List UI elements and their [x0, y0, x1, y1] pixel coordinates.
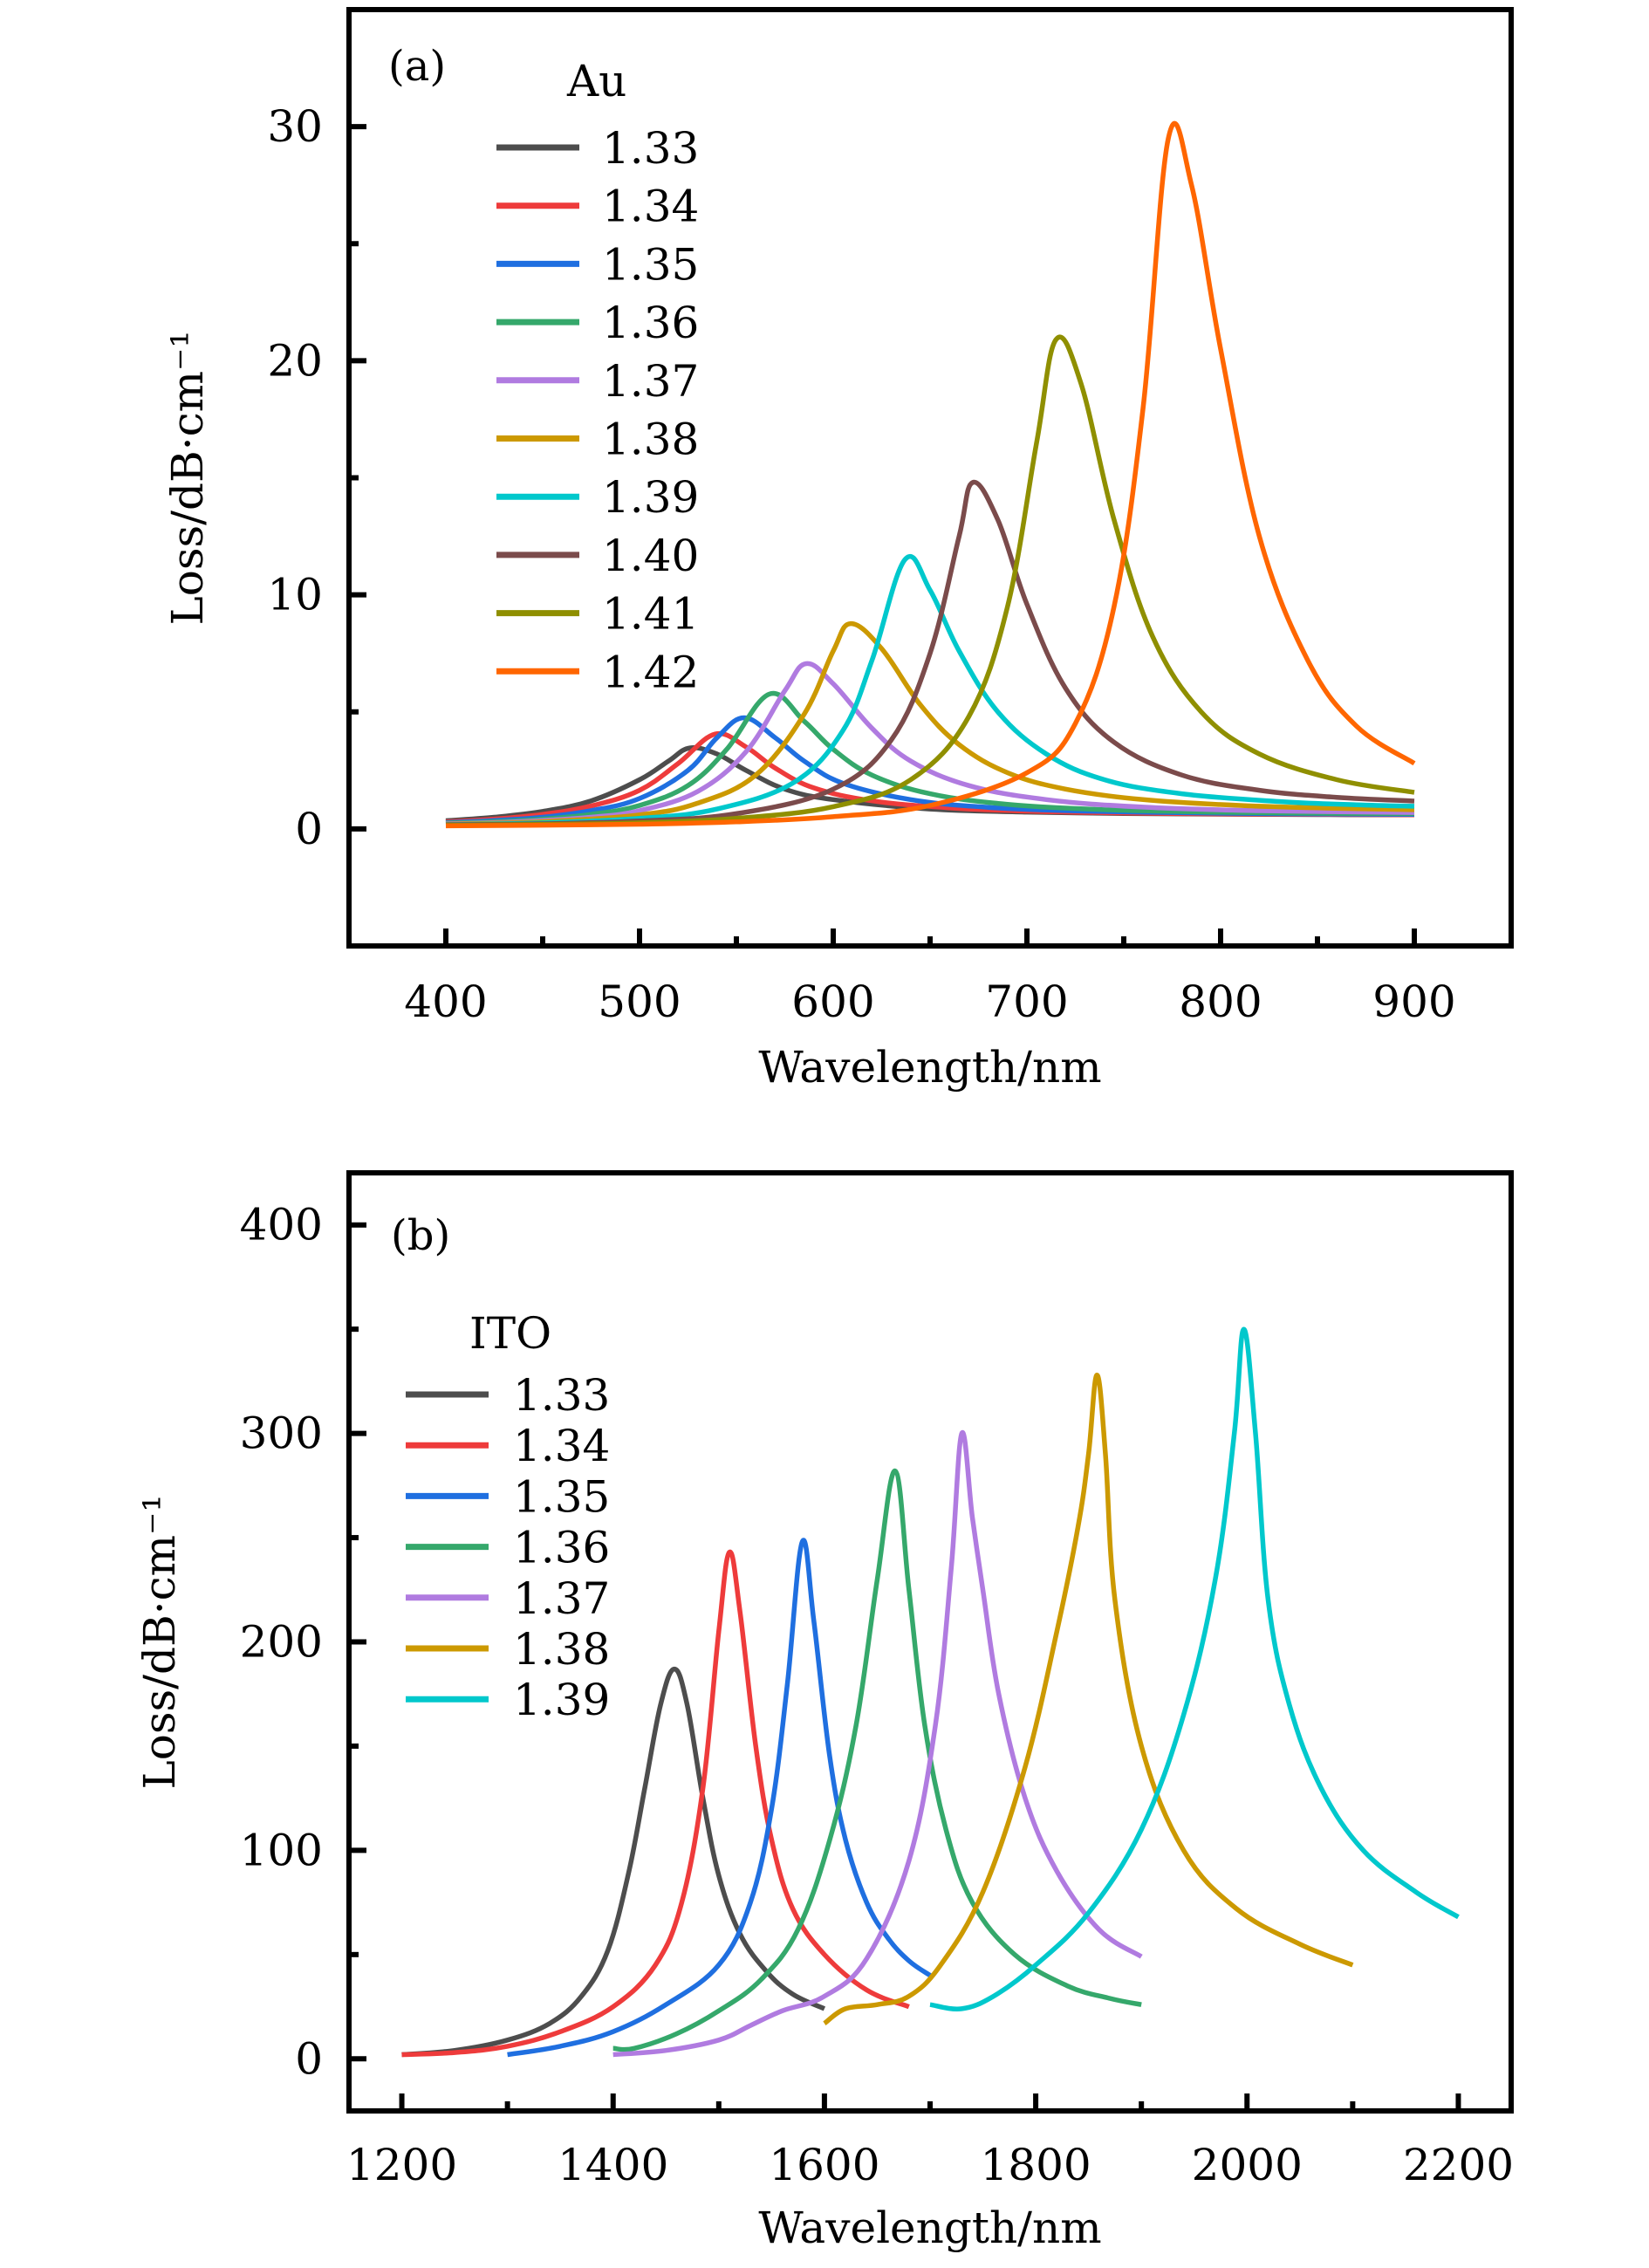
- legend-label: 1.37: [513, 1573, 610, 1624]
- legend-label: 1.34: [513, 1421, 610, 1471]
- legend-label: 1.42: [602, 647, 699, 697]
- legend-item: 1.36: [496, 298, 699, 348]
- x-tick-label: 2000: [1192, 2140, 1303, 2190]
- legend-title: Au: [566, 56, 626, 106]
- y-tick-label: 30: [267, 101, 323, 152]
- y-tick-label: 0: [295, 2033, 323, 2084]
- legend-item: 1.38: [496, 415, 699, 465]
- legend-item: 1.33: [496, 123, 699, 174]
- series-line-1-34: [401, 1549, 910, 2058]
- legend-label: 1.38: [602, 415, 699, 465]
- series-line-1-38: [445, 620, 1415, 827]
- legend-label: 1.33: [513, 1370, 610, 1421]
- series-line-1-36: [612, 1468, 1142, 2052]
- legend-label: 1.36: [513, 1523, 610, 1573]
- legend-label: 1.33: [602, 123, 699, 174]
- y-tick-label: 0: [295, 804, 323, 854]
- x-axis-title: Wavelength/nm: [758, 2203, 1101, 2253]
- series-line-1-36: [445, 690, 1415, 826]
- legend-label: 1.39: [602, 472, 699, 523]
- legend-label: 1.34: [602, 182, 699, 232]
- legend-label: 1.35: [513, 1471, 610, 1522]
- legend-item: 1.41: [496, 589, 699, 640]
- y-tick-label: 200: [240, 1617, 323, 1668]
- legend-item: 1.37: [406, 1573, 610, 1624]
- y-axis-title: Loss/dB·cm⁻¹: [134, 1495, 185, 1790]
- legend-item: 1.39: [406, 1675, 610, 1725]
- series-line-1-40: [445, 479, 1415, 828]
- series-line-1-42: [445, 120, 1416, 829]
- series-line-1-35: [507, 1538, 932, 2058]
- legend: ITO 1.331.341.351.361.371.381.39: [406, 1308, 610, 1725]
- x-axis-title: Wavelength/nm: [758, 1042, 1101, 1093]
- series-line-1-39: [445, 554, 1415, 827]
- legend-item: 1.34: [406, 1421, 610, 1471]
- x-tick-label: 800: [1179, 976, 1262, 1027]
- series-group: [445, 120, 1416, 829]
- x-tick-label: 1200: [346, 2140, 457, 2190]
- x-tick-label: 400: [404, 976, 487, 1027]
- panel-a: 400 500 600 700 800 900 0 10 20 30 Wavelength/nm Lo…: [162, 7, 1514, 1093]
- legend-label: 1.38: [513, 1624, 610, 1675]
- series-line-1-41: [445, 334, 1415, 828]
- y-tick-label: 20: [267, 335, 323, 386]
- panel-label: (a): [388, 42, 446, 91]
- y-tick-label: 100: [240, 1825, 323, 1875]
- panel-label: (b): [391, 1211, 450, 1260]
- series-line-1-38: [823, 1372, 1354, 2025]
- legend-item: 1.42: [496, 647, 699, 697]
- x-tick-label: 500: [598, 976, 681, 1027]
- y-tick-label: 10: [267, 570, 323, 620]
- series-group: [401, 1326, 1460, 2058]
- legend-item: 1.36: [406, 1523, 610, 1573]
- legend-item: 1.38: [406, 1624, 610, 1675]
- legend-item: 1.35: [496, 239, 699, 290]
- x-tick-label: 600: [791, 976, 874, 1027]
- legend-label: 1.39: [513, 1675, 610, 1725]
- legend-label: 1.40: [602, 531, 699, 581]
- y-axis-title: Loss/dB·cm⁻¹: [162, 331, 213, 626]
- y-tick-label: 400: [240, 1200, 323, 1250]
- x-tick-label: 2200: [1403, 2140, 1514, 2190]
- legend: Au 1.33 1.34 1.35 1.36 1.37 1.38 1.39 1.40 1.41 1.…: [496, 56, 699, 697]
- legend-item: 1.37: [496, 356, 699, 407]
- legend-item: 1.35: [406, 1471, 610, 1522]
- legend-label: 1.37: [602, 356, 699, 407]
- x-tick-label: 1800: [980, 2140, 1091, 2190]
- legend-item: 1.34: [496, 182, 699, 232]
- legend-label: 1.35: [602, 239, 699, 290]
- legend-label: 1.36: [602, 298, 699, 348]
- series-line-1-39: [929, 1326, 1460, 2011]
- legend-title: ITO: [469, 1308, 551, 1359]
- series-line-1-37: [612, 1429, 1143, 2058]
- legend-item: 1.40: [496, 531, 699, 581]
- x-tick-label: 900: [1372, 976, 1455, 1027]
- legend-item: 1.33: [406, 1370, 610, 1421]
- legend-item: 1.39: [496, 472, 699, 523]
- x-tick-label: 1600: [769, 2140, 879, 2190]
- x-tick-label: 1400: [558, 2140, 668, 2190]
- panel-b: 1200 1400 1600 1800 2000 2200 0 100 200 300 400 Wav…: [134, 1170, 1514, 2253]
- y-tick-label: 300: [240, 1408, 323, 1459]
- legend-label: 1.41: [602, 589, 699, 640]
- series-line-1-33: [401, 1666, 826, 2058]
- x-tick-label: 700: [985, 976, 1068, 1027]
